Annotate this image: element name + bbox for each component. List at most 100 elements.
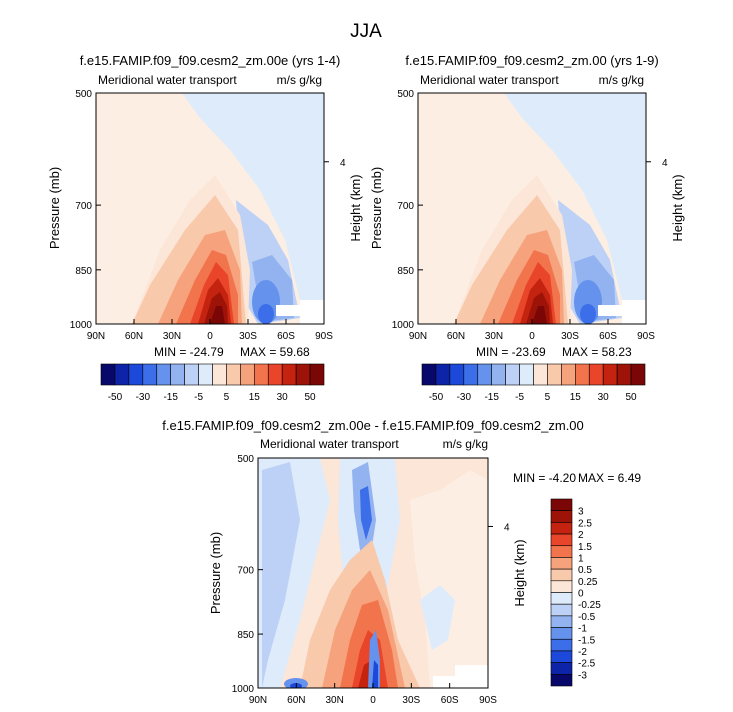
panel-1-right-axis: 4 xyxy=(324,158,346,169)
colorbar-label: -50 xyxy=(108,392,123,403)
colorbar-box xyxy=(449,363,465,386)
panel-3-y-label: Pressure (mb) xyxy=(208,532,223,614)
panel-2-colorbar: -50 -30 -15 -5 5 15 30 50 xyxy=(421,363,646,403)
colorbar-label: 15 xyxy=(570,392,582,403)
colorbar-label: 1.5 xyxy=(578,542,592,553)
colorbar-box xyxy=(550,580,573,593)
colorbar-box xyxy=(267,363,283,386)
colorbar-box xyxy=(550,568,573,582)
panel-3-right-string: m/s g/kg xyxy=(443,437,488,451)
panel-2-x-axis: 90N 60N 30N 0 30S 60S 90S xyxy=(409,319,655,342)
colorbar-label: 30 xyxy=(277,392,289,403)
colorbar-label: -0.25 xyxy=(578,600,601,611)
panel-2-y-axis: 500 700 850 1000 xyxy=(392,89,423,331)
y-tick-label: 500 xyxy=(75,89,92,100)
y-tick-label: 1000 xyxy=(232,684,255,695)
colorbar-label: -5 xyxy=(515,392,524,403)
panel-2-y-label: Pressure (mb) xyxy=(369,167,384,249)
y-tick-label: 850 xyxy=(397,266,414,277)
panel-3: f.e15.FAMIP.f09_f09.cesm2_zm.00e - f.e15… xyxy=(162,418,641,706)
colorbar-box xyxy=(100,363,116,386)
panel-1-y-label: Pressure (mb) xyxy=(47,167,62,249)
panel-1-y-axis: 500 700 850 1000 xyxy=(70,89,101,331)
y-tick-label: 700 xyxy=(397,201,414,212)
colorbar-label: -50 xyxy=(429,392,444,403)
colorbar-label: -15 xyxy=(163,392,178,403)
colorbar-box xyxy=(550,533,573,547)
colorbar-box xyxy=(142,363,158,386)
colorbar-label: 3 xyxy=(578,507,584,518)
x-tick-label: 0 xyxy=(207,331,213,342)
colorbar-label: -1 xyxy=(578,624,587,635)
colorbar-box xyxy=(533,363,548,386)
colorbar-box xyxy=(550,545,573,558)
x-tick-label: 60S xyxy=(599,331,617,342)
colorbar-label: 0 xyxy=(578,589,584,600)
colorbar-box xyxy=(561,363,576,386)
panel-1-title: f.e15.FAMIP.f09_f09.cesm2_zm.00e (yrs 1-… xyxy=(80,53,341,68)
colorbar-label: 50 xyxy=(305,392,317,403)
colorbar-box xyxy=(519,363,534,386)
colorbar-box xyxy=(630,363,646,386)
colorbar-box xyxy=(295,363,311,386)
y-tick-label: 500 xyxy=(397,89,414,100)
panel-3-right-axis: 4 xyxy=(488,522,510,533)
colorbar-box xyxy=(550,627,573,640)
panel-1-field xyxy=(96,93,324,324)
panel-3-min-label: MIN = -4.20 xyxy=(513,471,576,485)
colorbar-label: 30 xyxy=(598,392,610,403)
colorbar-label: -15 xyxy=(484,392,499,403)
panel-2-max-label: MAX = 58.23 xyxy=(562,345,632,359)
panel-1-max-label: MAX = 59.68 xyxy=(240,345,310,359)
colorbar-label: 5 xyxy=(545,392,551,403)
colorbar-label: -5 xyxy=(194,392,203,403)
panel-1-colorbar: -50 -30 -15 -5 5 15 30 50 xyxy=(100,363,325,403)
colorbar-box xyxy=(547,363,562,386)
colorbar-label: -2.5 xyxy=(578,659,596,670)
colorbar-label: 5 xyxy=(224,392,230,403)
x-tick-label: 0 xyxy=(370,695,376,706)
colorbar-box xyxy=(491,363,506,386)
colorbar-box xyxy=(588,363,604,386)
colorbar-box xyxy=(550,650,573,663)
x-tick-label: 90S xyxy=(315,331,333,342)
colorbar-label: 2.5 xyxy=(578,518,592,529)
colorbar-label: 50 xyxy=(626,392,638,403)
panel-3-y-axis: 500 700 850 1000 xyxy=(232,454,263,695)
colorbar-box xyxy=(184,363,199,386)
colorbar-box xyxy=(309,363,325,386)
right-tick-label: 4 xyxy=(504,522,510,533)
colorbar-box xyxy=(240,363,255,386)
x-tick-label: 30S xyxy=(239,331,257,342)
x-tick-label: 0 xyxy=(529,331,535,342)
y-tick-label: 850 xyxy=(75,266,92,277)
y-tick-label: 1000 xyxy=(392,320,415,331)
colorbar-box xyxy=(602,363,618,386)
colorbar-box xyxy=(550,592,573,605)
panel-1-min-label: MIN = -24.79 xyxy=(154,345,224,359)
colorbar-box xyxy=(477,363,492,386)
colorbar-box xyxy=(550,674,573,687)
panel-1: f.e15.FAMIP.f09_f09.cesm2_zm.00e (yrs 1-… xyxy=(47,53,363,403)
colorbar-box xyxy=(550,522,573,535)
panel-1-x-axis: 90N 60N 30N 0 30S 60S 90S xyxy=(87,319,333,342)
x-tick-label: 60S xyxy=(277,331,295,342)
colorbar-box xyxy=(550,603,573,617)
panel-3-field xyxy=(258,458,488,688)
colorbar-label: 2 xyxy=(578,530,584,541)
panel-2-field xyxy=(418,93,646,324)
panel-2-left-string: Meridional water transport xyxy=(420,73,559,87)
panel-1-right-string: m/s g/kg xyxy=(277,73,322,87)
panel-1-left-string: Meridional water transport xyxy=(98,73,237,87)
colorbar-label: -2 xyxy=(578,647,587,658)
x-tick-label: 60N xyxy=(125,331,143,342)
colorbar-box xyxy=(435,363,451,386)
y-tick-label: 700 xyxy=(75,201,92,212)
colorbar-box xyxy=(254,363,269,386)
colorbar-label: 1 xyxy=(578,553,584,564)
panel-3-left-string: Meridional water transport xyxy=(260,437,399,451)
colorbar-box xyxy=(505,363,520,386)
colorbar-label: -30 xyxy=(136,392,151,403)
x-tick-label: 30N xyxy=(485,331,503,342)
